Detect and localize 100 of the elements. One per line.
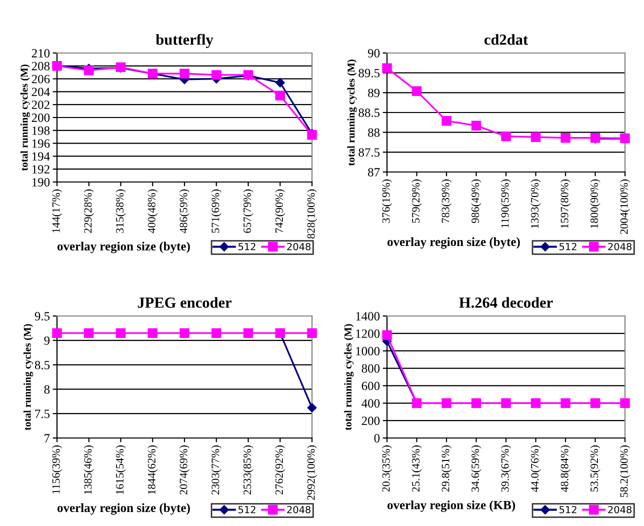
x-tick-label: 1393(70%) (530, 179, 541, 228)
point (501, 131, 511, 142)
point (560, 133, 570, 143)
chart-title: JPEG encoder (138, 297, 232, 308)
x-tick-label: 1844(62%) (148, 445, 158, 494)
point (560, 398, 570, 408)
y-tick-label: 196 (32, 139, 50, 148)
y-tick-label: 7.5 (35, 410, 50, 418)
x-tick-label: 53.5(92%) (590, 445, 600, 492)
legend-label: 2048 (608, 506, 632, 514)
point (212, 70, 222, 80)
x-tick-label: 1156(39%) (52, 445, 62, 494)
x-tick-label: 2074(69%) (179, 445, 190, 494)
y-tick-label: 89.5 (358, 68, 380, 78)
x-tick-label: 2992(100%) (306, 445, 318, 500)
x-tick-label: 579(29%) (412, 179, 422, 223)
x-tick-label: 1190(59%) (500, 179, 512, 228)
point (620, 398, 630, 408)
y-tick-label: 202 (32, 100, 50, 110)
legend-label: 512 (238, 242, 256, 250)
x-tick-label: 144(17%) (52, 189, 62, 232)
legend-label: 512 (238, 506, 256, 514)
x-axis-title: overlay region size (byte) (57, 503, 190, 515)
x-tick-label: 783(39%) (441, 179, 452, 223)
y-tick-label: 210 (32, 49, 50, 58)
x-tick-label: 25.1(43%) (412, 445, 422, 492)
chart-title: H.264 decoder (459, 297, 553, 308)
x-tick-label: 1615(54%) (116, 445, 126, 494)
point (530, 132, 541, 142)
x-tick-label: 986(49%) (471, 179, 482, 224)
y-tick-label: 1000 (356, 346, 380, 356)
y-tick-label: 89 (368, 88, 380, 98)
x-tick-label: 1597(80%) (560, 179, 571, 228)
x-axis-title: overlay region size (KB) (387, 500, 516, 512)
point (382, 330, 392, 340)
y-tick-label: 204 (32, 88, 50, 96)
x-axis-title: overlay region size (byte) (57, 242, 190, 254)
x-axis-title: overlay region size (byte) (387, 237, 520, 249)
x-tick-label: 315(38%) (116, 189, 126, 233)
x-tick-label: 48.8(84%) (560, 445, 571, 492)
y-tick-label: 600 (362, 382, 380, 390)
legend-label: 512 (560, 506, 576, 514)
y-tick-label: 206 (32, 74, 50, 84)
x-tick-label: 571(69%) (211, 189, 222, 233)
point (471, 398, 482, 408)
y-tick-label: 198 (32, 126, 50, 135)
chart-title: butterfly (156, 34, 214, 48)
x-tick-label: 20.3(35%) (382, 445, 392, 492)
x-tick-label: 376(19%) (382, 179, 392, 223)
x-tick-label: 2303(77%) (211, 445, 222, 494)
y-tick-label: 87 (368, 168, 380, 176)
point (442, 398, 452, 408)
x-tick-label: 2762(92%) (275, 445, 286, 494)
y-tick-label: 1400 (356, 312, 380, 320)
y-tick-label: 87.5 (358, 148, 380, 157)
y-tick-label: 8.5 (34, 360, 50, 370)
point (530, 398, 541, 408)
y-tick-label: 9 (44, 336, 50, 345)
y-tick-label: 90 (368, 49, 380, 58)
y-tick-label: 1200 (356, 329, 380, 338)
point (275, 90, 285, 100)
x-tick-label: 39.3(67%) (500, 445, 512, 492)
point (412, 86, 422, 96)
x-tick-label: 828(100%) (306, 189, 318, 239)
x-tick-label: 1800(90%) (590, 179, 600, 228)
x-tick-label: 34.6(59%) (471, 445, 482, 492)
y-tick-label: 88.5 (358, 108, 380, 118)
x-tick-label: 44.0(76%) (530, 445, 541, 492)
point (471, 120, 482, 130)
y-tick-label: 88 (368, 128, 380, 137)
y-tick-label: 190 (32, 178, 50, 186)
y-axis-title: total running cycles (M) (344, 324, 354, 430)
y-axis-title: total running cycles (M) (20, 64, 30, 171)
legend-label: 2048 (287, 242, 311, 250)
point (180, 68, 190, 78)
x-tick-label: 29.8(51%) (441, 445, 452, 492)
y-tick-label: 208 (32, 62, 50, 70)
legend-label: 512 (560, 242, 576, 250)
point (276, 78, 285, 88)
point (501, 398, 511, 408)
x-tick-label: 58.2(100%) (620, 445, 630, 498)
y-axis-title: total running cycles (M) (347, 60, 357, 166)
x-tick-label: 486(59%) (179, 189, 190, 234)
y-tick-label: 200 (32, 114, 50, 122)
legend-label: 2048 (608, 242, 632, 250)
x-tick-label: 229(28%) (84, 189, 94, 233)
x-tick-label: 657(79%) (243, 189, 254, 233)
point (590, 398, 600, 408)
y-tick-label: 800 (362, 364, 380, 373)
y-tick-label: 0 (374, 434, 380, 442)
legend-label: 2048 (287, 506, 311, 514)
x-tick-label: 2533(85%) (243, 445, 254, 494)
y-tick-label: 400 (362, 399, 380, 408)
y-tick-label: 194 (32, 152, 50, 161)
chart-title: cd2dat (484, 34, 528, 45)
x-tick-label: 1385(46%) (84, 445, 94, 494)
y-axis-title: total running cycles (M) (24, 324, 34, 430)
y-tick-label: 8 (44, 385, 50, 394)
x-tick-label: 400(48%) (148, 189, 158, 234)
point (382, 63, 392, 73)
